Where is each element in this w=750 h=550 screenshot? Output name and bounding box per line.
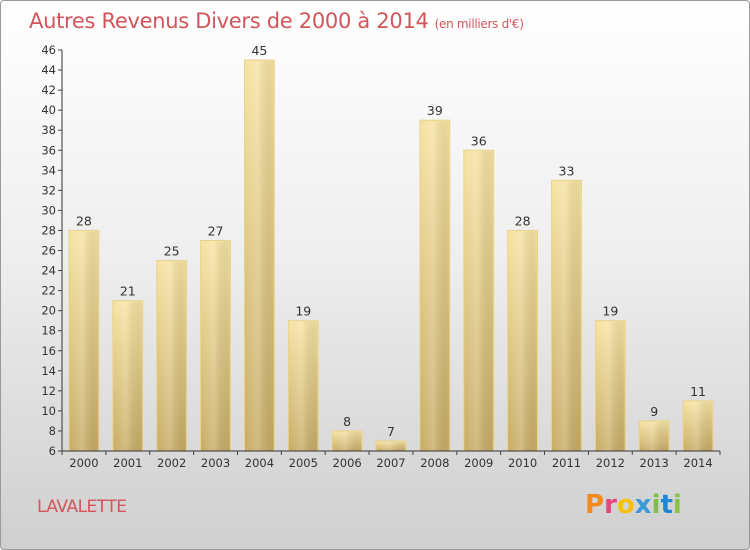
bar-value-label: 8 — [343, 414, 351, 429]
bar-value-label: 19 — [602, 304, 618, 319]
y-tick-label: 18 — [41, 324, 56, 338]
y-axis: 6 8 10 12 14 16 18 20 22 24 26 28 30 32 34 36 38 40 42 44 46 — [41, 43, 63, 458]
bars-group: 28 21 25 27 45 19 8 7 39 36 28 33 19 9 11 — [68, 43, 714, 452]
y-tick-label: 20 — [41, 304, 56, 318]
bar-value-label: 27 — [208, 223, 224, 238]
bar-2011 — [551, 179, 582, 452]
logo-letter: P — [585, 490, 605, 520]
y-tick-label: 44 — [41, 63, 56, 77]
bar-highlight — [113, 301, 142, 451]
bar-highlight — [201, 241, 230, 451]
logo-letter: t — [660, 490, 673, 520]
bar-value-label: 19 — [295, 304, 311, 319]
x-tick-label: 2008 — [420, 456, 449, 470]
bar-2007 — [375, 440, 407, 452]
y-tick-label: 14 — [41, 364, 56, 378]
bar-highlight — [70, 231, 98, 451]
x-tick-label: 2000 — [69, 456, 98, 470]
bar-value-label: 36 — [471, 133, 487, 148]
bar-2002 — [156, 260, 188, 452]
x-tick-label: 2004 — [245, 456, 274, 470]
bar-2004 — [243, 59, 275, 452]
x-tick-label: 2006 — [332, 456, 361, 470]
bar-highlight — [552, 181, 581, 451]
bar-value-label: 28 — [76, 213, 92, 228]
bar-2003 — [200, 239, 231, 452]
bar-highlight — [377, 441, 405, 451]
logo-letter: o — [616, 490, 635, 520]
bar-highlight — [420, 121, 449, 452]
bar-value-label: 33 — [559, 163, 575, 178]
bar-2008 — [419, 119, 451, 452]
bar-2010 — [507, 229, 539, 452]
y-tick-label: 22 — [41, 284, 56, 298]
x-axis: 2000 2001 2002 2003 2004 2005 2006 2007 2008 2009… — [61, 450, 721, 470]
bar-highlight — [245, 61, 274, 452]
bar-2005 — [287, 320, 319, 452]
bar-value-label: 39 — [427, 103, 443, 118]
bar-2000 — [68, 229, 100, 452]
bar-value-label: 28 — [515, 213, 531, 228]
bar-value-label: 21 — [120, 284, 136, 299]
bar-highlight — [640, 421, 669, 451]
bar-highlight — [157, 261, 186, 451]
bar-2009 — [463, 149, 495, 452]
bar-highlight — [333, 431, 362, 451]
bar-highlight — [508, 231, 537, 451]
x-tick-label: 2012 — [596, 456, 625, 470]
x-tick-label: 2001 — [113, 456, 142, 470]
y-tick-label: 36 — [41, 143, 56, 157]
bar-value-label: 7 — [387, 424, 395, 439]
y-tick-label: 38 — [41, 123, 56, 137]
y-tick-label: 26 — [41, 244, 56, 258]
x-tick-label: 2003 — [201, 456, 230, 470]
x-tick-label: 2013 — [640, 456, 669, 470]
bar-highlight — [464, 151, 493, 451]
y-tick-label: 24 — [41, 264, 56, 278]
y-tick-label: 6 — [49, 444, 56, 458]
proxiti-logo: Proxiti — [585, 490, 682, 520]
x-tick-label: 2002 — [157, 456, 186, 470]
chart-subtitle: (en milliers d'€) — [434, 17, 524, 31]
bar-2014 — [682, 400, 714, 452]
y-tick-label: 40 — [41, 103, 56, 117]
y-tick-label: 16 — [41, 344, 56, 358]
logo-letter: r — [604, 490, 617, 520]
bar-highlight — [289, 321, 318, 451]
bar-value-label: 45 — [251, 43, 267, 58]
x-tick-label: 2005 — [289, 456, 318, 470]
chart-title-text: Autres Revenus Divers de 2000 à 2014 — [29, 9, 429, 33]
y-tick-label: 46 — [41, 43, 56, 57]
logo-letter: i — [651, 490, 661, 520]
y-tick-label: 32 — [41, 183, 56, 197]
y-tick-label: 34 — [41, 163, 56, 177]
x-tick-label: 2014 — [683, 456, 712, 470]
bar-2012 — [594, 320, 626, 452]
chart-title: Autres Revenus Divers de 2000 à 2014 (en … — [29, 9, 524, 33]
y-tick-label: 8 — [49, 424, 56, 438]
x-tick-label: 2007 — [376, 456, 405, 470]
bar-2001 — [112, 300, 144, 452]
x-tick-label: 2010 — [508, 456, 537, 470]
y-tick-label: 30 — [41, 203, 56, 217]
bar-highlight — [596, 321, 625, 451]
x-tick-label: 2011 — [552, 456, 581, 470]
x-tick-label: 2009 — [464, 456, 493, 470]
bar-2006 — [331, 430, 363, 452]
bar-highlight — [684, 401, 712, 451]
bar-value-label: 9 — [650, 404, 658, 419]
logo-letter: x — [634, 490, 652, 520]
place-name: LAVALETTE — [37, 497, 127, 517]
bar-value-label: 11 — [690, 384, 706, 399]
y-tick-label: 10 — [41, 404, 56, 418]
y-tick-label: 42 — [41, 83, 56, 97]
y-tick-label: 12 — [41, 384, 56, 398]
bar-2013 — [638, 420, 670, 452]
bar-value-label: 25 — [164, 244, 180, 259]
logo-letter: i — [672, 490, 682, 520]
y-tick-label: 28 — [41, 223, 56, 237]
